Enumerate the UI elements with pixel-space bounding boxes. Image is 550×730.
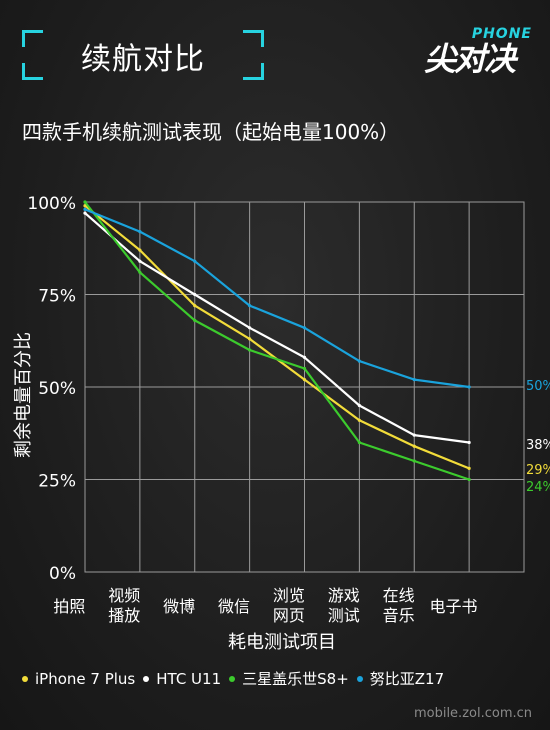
data-point (248, 348, 252, 352)
y-tick-label: 25% (38, 472, 76, 492)
series-end-label: 38% (526, 438, 550, 453)
data-point (357, 403, 361, 408)
legend-dot-icon (22, 675, 28, 682)
data-point (412, 444, 416, 448)
legend-dot-icon (229, 675, 236, 682)
x-tick-label: 微博 (163, 597, 195, 616)
series-line (83, 212, 471, 444)
chart-series (83, 200, 471, 482)
logo-phone-text: PHONE (471, 26, 532, 42)
series-end-label: 24% (526, 480, 550, 495)
x-axis-label: 耗电测试项目 (228, 632, 336, 653)
data-point (248, 337, 252, 341)
x-tick-label: 测试 (328, 606, 360, 625)
x-tick-label: 播放 (108, 606, 140, 625)
series-line (83, 204, 471, 470)
data-point (412, 378, 416, 382)
logo-main-text: 尖对决 (424, 40, 516, 78)
data-point (83, 211, 87, 215)
y-axis-label: 剩余电量百分比 (13, 332, 34, 458)
legend-label: 努比亚Z17 (369, 670, 445, 688)
series-line (83, 208, 471, 389)
data-point (357, 440, 361, 445)
x-tick-label: 游戏 (328, 586, 360, 605)
data-point (193, 304, 197, 308)
data-point (138, 259, 142, 263)
data-point (302, 326, 307, 330)
frame-corner (243, 63, 264, 80)
data-point (412, 433, 416, 437)
page-title: 续航对比 (81, 42, 205, 77)
y-tick-label: 100% (27, 194, 76, 214)
data-point (138, 270, 142, 274)
x-tick-label: 网页 (273, 606, 305, 625)
x-tick-label: 视频 (108, 586, 140, 605)
legend-label: HTC U11 (156, 669, 222, 688)
legend-label: 三星盖乐世S8+ (242, 670, 349, 688)
data-point (138, 230, 142, 234)
data-point (138, 248, 142, 252)
data-point (193, 292, 197, 297)
data-point (193, 318, 197, 322)
data-point (83, 207, 87, 211)
data-point (357, 418, 361, 422)
frame-corner (243, 30, 264, 47)
y-tick-label: 50% (38, 379, 76, 399)
x-tick-label: 拍照 (53, 597, 85, 616)
data-point (302, 378, 307, 382)
chart-grid (84, 201, 525, 573)
x-tick-label: 浏览 (273, 586, 305, 605)
chart-title: 四款手机续航测试表现（起始电量100%） (22, 120, 400, 144)
x-tick-label: 在线 (383, 586, 415, 605)
x-tick-label: 音乐 (383, 606, 415, 625)
series-line (83, 200, 471, 481)
watermark: mobile.zol.com.cn (413, 706, 532, 721)
x-tick-label: 微信 (218, 597, 250, 616)
data-point (467, 466, 471, 470)
y-tick-label: 0% (49, 564, 76, 584)
data-point (83, 200, 87, 204)
data-point (248, 326, 252, 330)
series-end-label: 50% (526, 379, 550, 394)
series-end-label: 29% (526, 463, 550, 478)
data-point (302, 366, 307, 371)
frame-corner (22, 30, 43, 47)
x-tick-label: 电子书 (430, 597, 478, 616)
data-point (302, 355, 307, 359)
y-tick-label: 75% (38, 287, 76, 307)
legend-label: iPhone 7 Plus (35, 669, 136, 688)
data-point (412, 459, 416, 463)
data-point (467, 477, 471, 482)
chart-legend: iPhone 7 Plus HTC U11 三星盖乐世S8+ 努比亚Z17 (22, 668, 444, 689)
data-point (248, 304, 252, 308)
legend-dot-icon (143, 675, 150, 682)
data-point (357, 359, 361, 363)
data-point (193, 259, 197, 263)
data-point (467, 385, 471, 389)
brand-logo: PHONE 尖对决 (424, 26, 534, 78)
header-frame: 续航对比 (22, 30, 264, 80)
frame-corner (22, 63, 43, 80)
data-point (467, 440, 471, 445)
legend-entry: 三星盖乐世S8+ (229, 668, 349, 689)
legend-entry: iPhone 7 Plus (22, 668, 135, 689)
legend-entry: 努比亚Z17 (356, 668, 445, 689)
legend-dot-icon (356, 675, 363, 682)
legend-entry: HTC U11 (143, 668, 221, 689)
data-point (83, 204, 87, 208)
